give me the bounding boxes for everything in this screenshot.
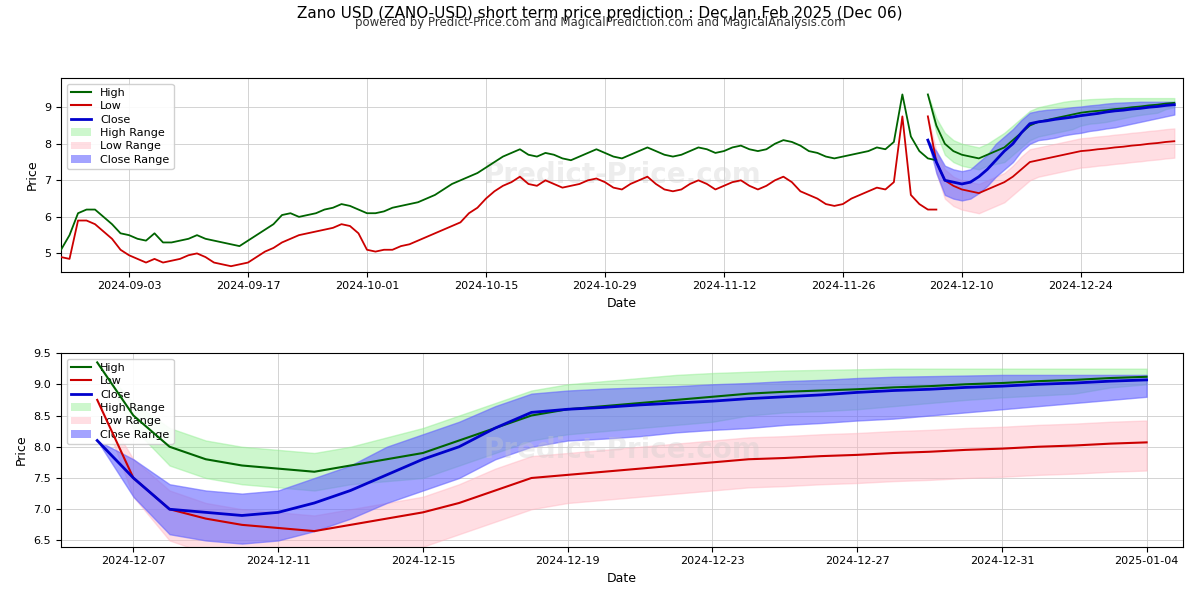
Legend: High, Low, Close, High Range, Low Range, Close Range: High, Low, Close, High Range, Low Range,… <box>66 83 174 169</box>
Text: Predict-Price.com: Predict-Price.com <box>484 161 761 189</box>
X-axis label: Date: Date <box>607 572 637 585</box>
Y-axis label: Price: Price <box>25 160 38 190</box>
Legend: High, Low, Close, High Range, Low Range, Close Range: High, Low, Close, High Range, Low Range,… <box>66 359 174 444</box>
Text: powered by Predict-Price.com and MagicalPrediction.com and MagicalAnalysis.com: powered by Predict-Price.com and Magical… <box>355 16 845 29</box>
Text: Predict-Price.com: Predict-Price.com <box>484 436 761 464</box>
Text: Zano USD (ZANO-USD) short term price prediction : Dec,Jan,Feb 2025 (Dec 06): Zano USD (ZANO-USD) short term price pre… <box>298 6 902 21</box>
X-axis label: Date: Date <box>607 297 637 310</box>
Y-axis label: Price: Price <box>14 434 28 465</box>
